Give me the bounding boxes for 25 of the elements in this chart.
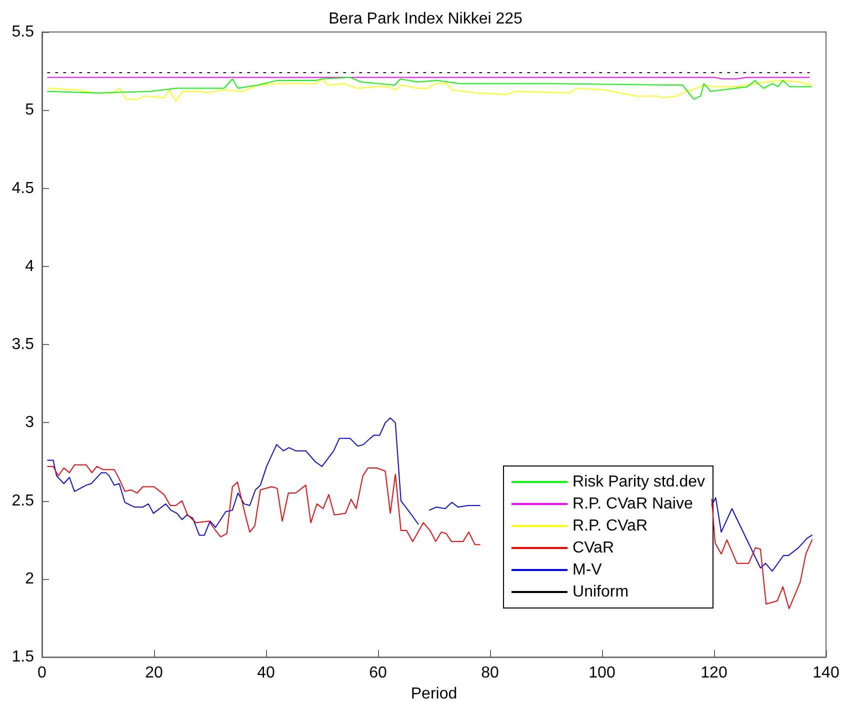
x-tick-label: 80 <box>481 664 499 682</box>
y-tick-label: 3.5 <box>12 336 34 354</box>
x-axis-title: Period <box>410 686 458 702</box>
y-tick-label: 5 <box>25 102 34 119</box>
legend-label: Risk Parity std.dev <box>572 474 705 490</box>
x-tick-label: 0 <box>38 664 47 682</box>
y-tick-label: 1.5 <box>12 648 34 666</box>
x-tick-label: 60 <box>369 664 387 682</box>
legend-label: R.P. CVaR Naive <box>572 496 693 512</box>
x-tick-label: 140 <box>812 664 840 682</box>
legend-label: M-V <box>572 562 602 578</box>
legend-label: Uniform <box>572 584 629 600</box>
y-tick-label: 3 <box>25 414 34 432</box>
y-tick-label: 5.5 <box>12 24 34 40</box>
x-tick-label: 100 <box>588 664 616 682</box>
legend-label: R.P. CVaR <box>572 518 648 534</box>
chart-title: Bera Park Index Nikkei 225 <box>328 10 523 28</box>
y-tick-label: 2.5 <box>12 492 34 510</box>
x-tick-label: 120 <box>700 664 728 682</box>
y-tick-label: 4 <box>25 258 34 275</box>
y-tick-label: 2 <box>25 570 34 588</box>
x-tick-label: 40 <box>257 664 275 682</box>
y-tick-label: 4.5 <box>12 180 34 197</box>
legend-label: CVaR <box>572 540 614 556</box>
x-tick-label: 20 <box>145 664 163 682</box>
